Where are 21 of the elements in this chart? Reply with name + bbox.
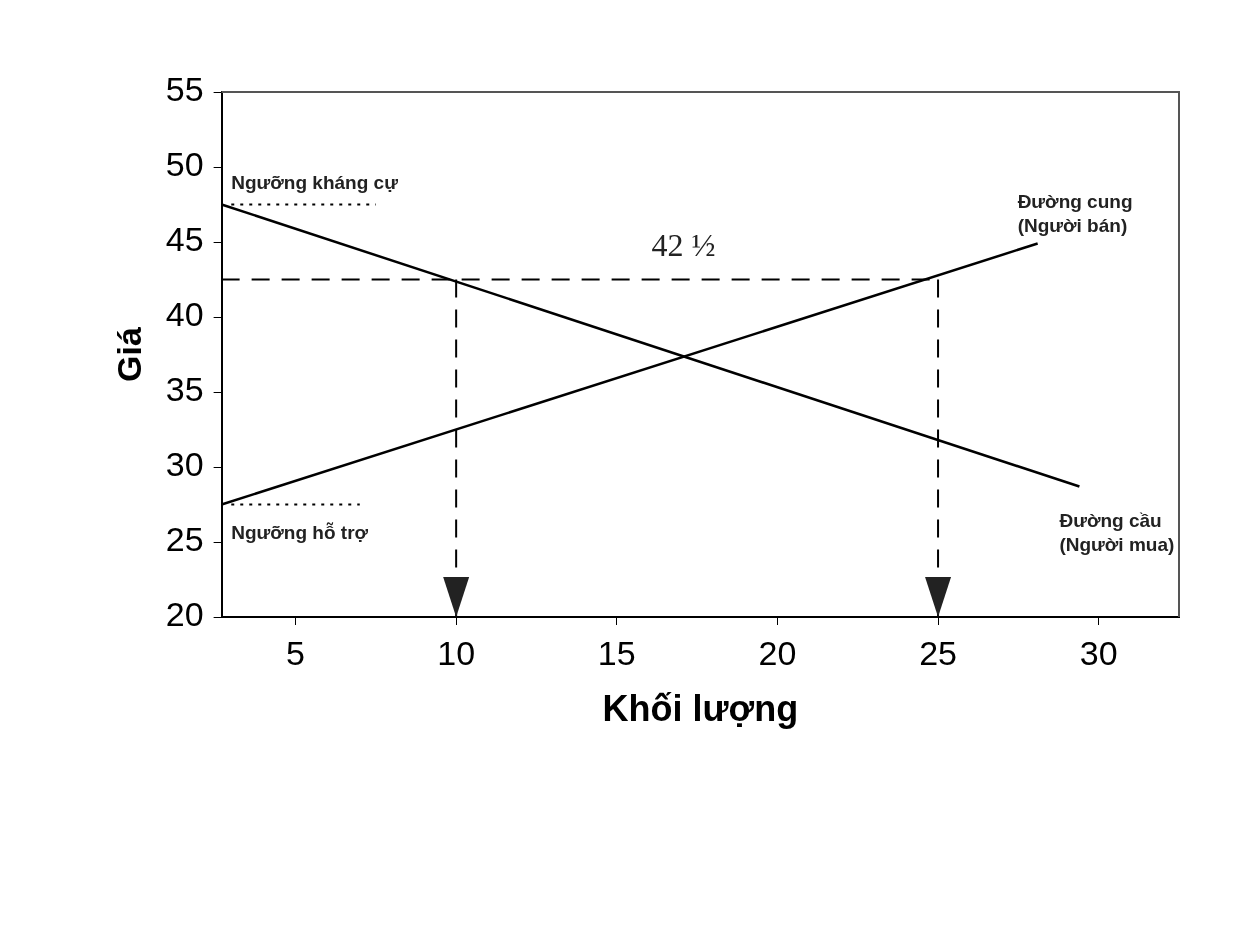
series-label: Đường cung (Người bán) — [1017, 190, 1133, 236]
y-tick-label: 50 — [165, 145, 204, 184]
y-tick-label: 35 — [165, 370, 204, 409]
series-label: Đường cầu (Người mua) — [1059, 509, 1175, 555]
y-tick-label: 45 — [165, 220, 204, 259]
annotation: Ngưỡng kháng cự — [231, 171, 399, 193]
x-tick-label: 5 — [286, 633, 305, 672]
x-tick-label: 20 — [758, 633, 797, 672]
x-tick-label: 25 — [919, 633, 957, 672]
y-tick-label: 25 — [165, 520, 204, 559]
x-tick-label: 15 — [597, 633, 636, 672]
x-tick-label: 30 — [1079, 633, 1118, 672]
annotation: 42 ½ — [651, 226, 716, 263]
y-tick-label: 20 — [165, 595, 204, 634]
x-tick-label: 10 — [437, 633, 476, 672]
annotation: Ngưỡng hỗ trợ — [231, 521, 369, 543]
y-axis-title: Giá — [109, 327, 148, 382]
y-tick-label: 40 — [165, 295, 204, 334]
y-tick-label: 55 — [165, 70, 204, 109]
y-tick-label: 30 — [165, 445, 204, 484]
x-axis-title: Khối lượng — [602, 688, 799, 730]
